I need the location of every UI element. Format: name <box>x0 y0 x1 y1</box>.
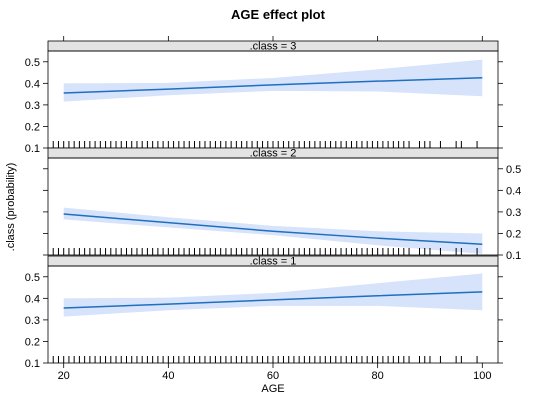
confidence-band <box>63 273 483 317</box>
panel-strip-label: .class = 1 <box>250 256 297 268</box>
y-axis-label: .class (probability) <box>5 163 17 252</box>
x-tick-label: 100 <box>473 370 491 382</box>
y-tick-label: 0.3 <box>25 315 40 327</box>
panel-strip-label: .class = 2 <box>250 148 297 160</box>
x-tick-label: 20 <box>58 370 70 382</box>
panel-frame <box>47 157 499 256</box>
panel-3: .class = 1 0.1 0.2 0.3 0.4 0.5 <box>25 256 503 370</box>
panel-1: .class = 3 0.1 0.2 0.3 0.4 0.5 <box>25 41 503 155</box>
y-tick-label: 0.4 <box>25 293 40 305</box>
confidence-band <box>63 59 483 102</box>
chart-title: AGE effect plot <box>231 7 326 22</box>
fit-line <box>63 76 483 94</box>
panel-2: .class = 2 0.1 0.2 0.3 0.4 0.5 <box>43 148 521 262</box>
y-tick-label: 0.2 <box>506 228 521 240</box>
x-tick-label: 60 <box>267 370 279 382</box>
rug <box>52 141 478 148</box>
y-tick-label: 0.5 <box>25 57 40 69</box>
y-tick-label: 0.2 <box>25 121 40 133</box>
y-tick-label: 0.3 <box>25 100 40 112</box>
y-tick-label: 0.5 <box>506 164 521 176</box>
panels: .class = 3 0.1 0.2 0.3 0.4 0.5 .class = 2 0.1 0.… <box>25 36 521 382</box>
x-tick-label: 80 <box>372 370 384 382</box>
panel-strip-label: .class = 3 <box>250 41 297 53</box>
y-tick-label: 0.4 <box>506 185 521 197</box>
rug <box>52 356 478 363</box>
fit-line <box>63 213 483 245</box>
y-tick-label: 0.4 <box>25 78 40 90</box>
y-tick-label: 0.3 <box>506 207 521 219</box>
y-tick-label: 0.1 <box>506 250 521 262</box>
y-tick-label: 0.1 <box>25 143 40 155</box>
fit-line <box>63 291 483 309</box>
y-tick-label: 0.2 <box>25 336 40 348</box>
x-tick-label: 40 <box>162 370 174 382</box>
rug <box>52 248 478 255</box>
x-axis-label: AGE <box>261 383 284 395</box>
y-tick-label: 0.5 <box>25 272 40 284</box>
y-tick-label: 0.1 <box>25 358 40 370</box>
